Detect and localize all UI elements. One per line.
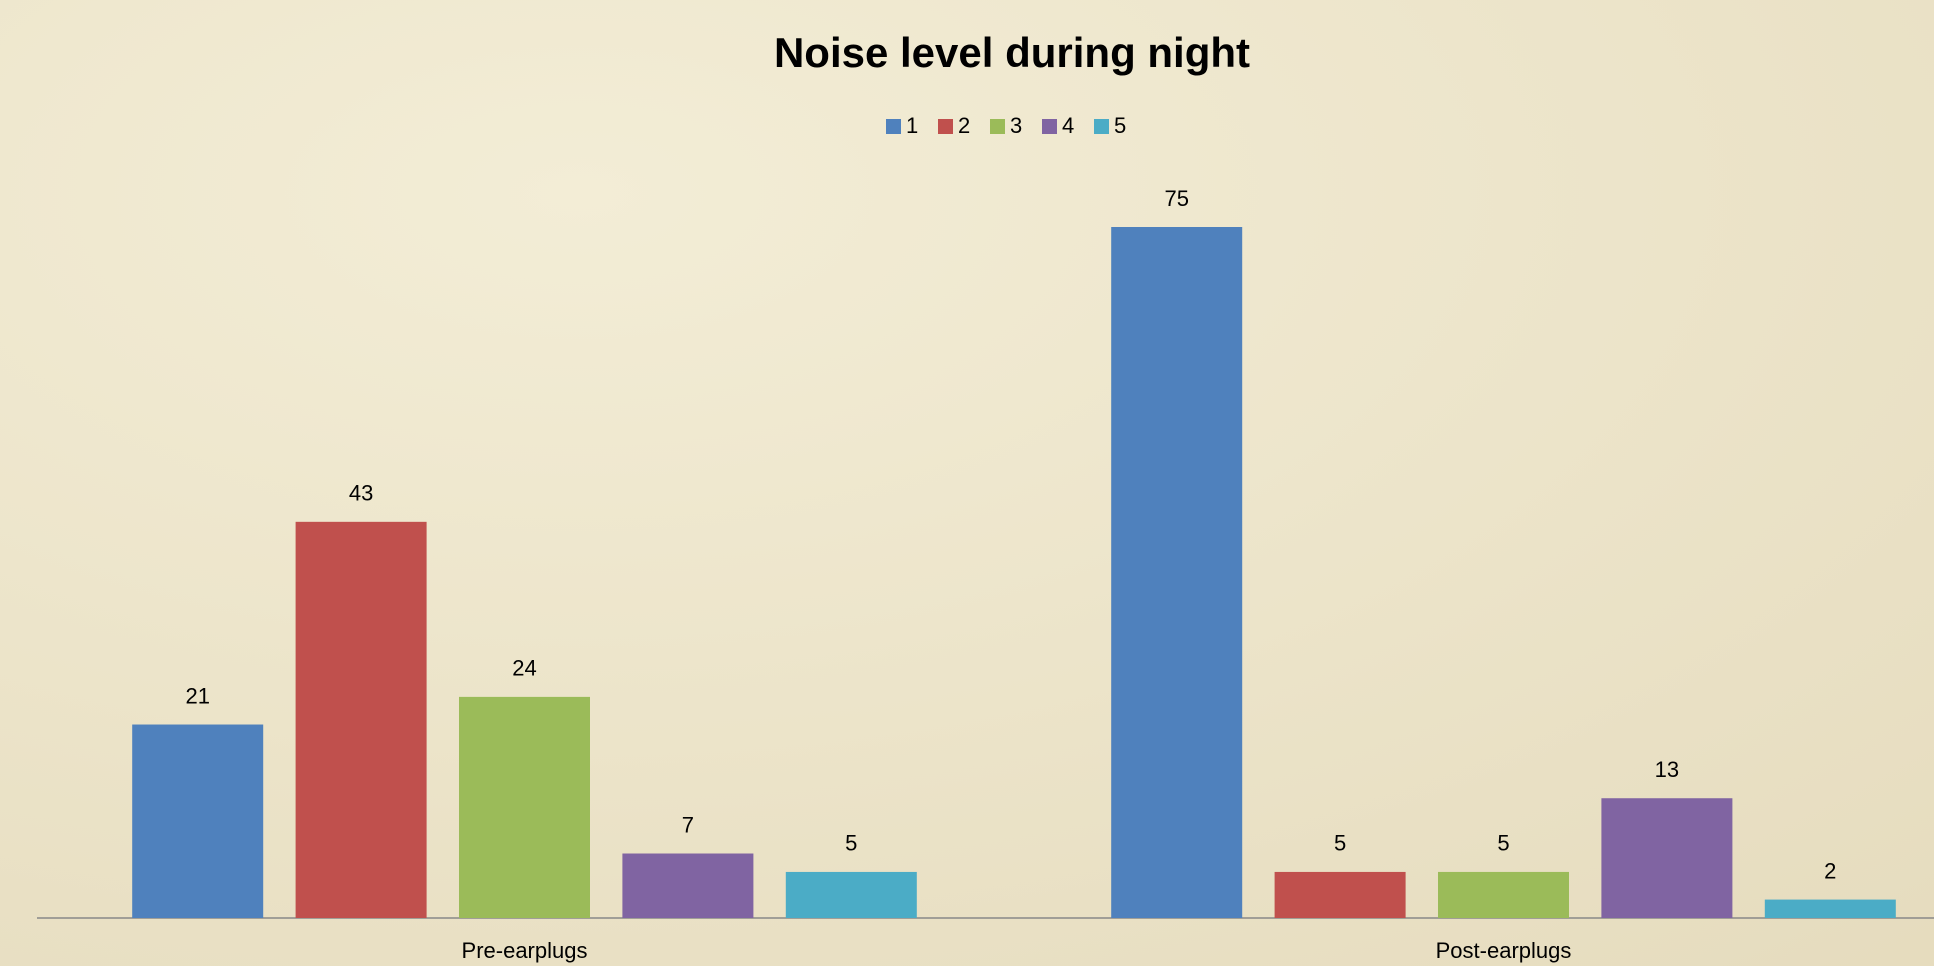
legend-label: 2 xyxy=(958,113,970,138)
legend-swatch xyxy=(886,119,901,134)
legend-swatch xyxy=(1094,119,1109,134)
legend-swatch xyxy=(1042,119,1057,134)
data-label: 24 xyxy=(512,656,536,681)
data-label: 7 xyxy=(682,812,694,837)
bar xyxy=(132,724,264,918)
legend-label: 5 xyxy=(1114,113,1126,138)
bar xyxy=(622,853,754,918)
data-label: 5 xyxy=(845,831,857,856)
bar xyxy=(295,521,427,918)
x-tick-label: Post-earplugs xyxy=(1436,938,1572,963)
data-label: 21 xyxy=(185,683,209,708)
legend-label: 3 xyxy=(1010,113,1022,138)
bar xyxy=(1438,871,1569,918)
bar xyxy=(1111,227,1243,918)
bar xyxy=(1764,899,1896,918)
data-label: 13 xyxy=(1655,757,1679,782)
data-label: 5 xyxy=(1334,831,1346,856)
chart-title: Noise level during night xyxy=(774,29,1250,76)
bar xyxy=(785,871,917,918)
legend-swatch xyxy=(938,119,953,134)
data-label: 43 xyxy=(349,481,373,506)
data-label: 75 xyxy=(1164,186,1188,211)
bar xyxy=(1274,871,1406,918)
bar xyxy=(1601,798,1733,918)
legend-label: 4 xyxy=(1062,113,1074,138)
legend-swatch xyxy=(990,119,1005,134)
legend-label: 1 xyxy=(906,113,918,138)
data-label: 5 xyxy=(1497,831,1509,856)
x-tick-label: Pre-earplugs xyxy=(462,938,588,963)
bar xyxy=(459,696,590,918)
data-label: 2 xyxy=(1824,858,1836,883)
